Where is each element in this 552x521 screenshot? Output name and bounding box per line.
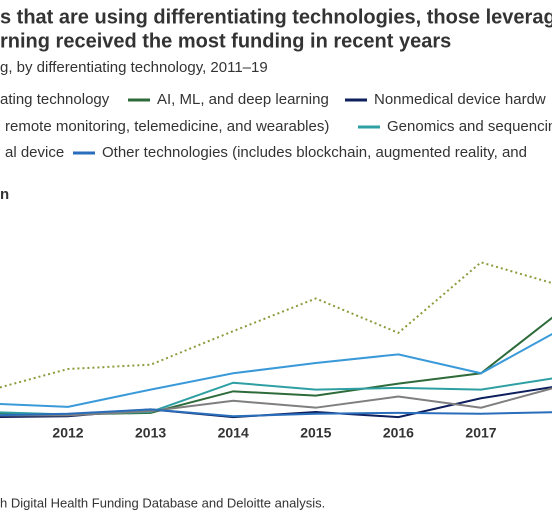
series-line — [0, 332, 552, 408]
x-tick-label: 2017 — [465, 425, 496, 441]
legend-label: Nonmedical device hardw — [374, 91, 546, 108]
legend-label: remote monitoring, telemedicine, and wea… — [5, 118, 329, 135]
series-line — [0, 387, 552, 417]
legend-label: AI, ML, and deep learning — [157, 91, 329, 108]
source-note: h Digital Health Funding Database and De… — [0, 495, 325, 510]
y-axis-label: n — [0, 186, 9, 203]
chart-title: rning received the most funding in recen… — [0, 30, 451, 52]
series-line — [0, 261, 552, 389]
legend-label: Other technologies (includes blockchain,… — [102, 144, 527, 161]
legend-label: Genomics and sequencin — [387, 118, 552, 135]
legend-label: al device — [5, 144, 64, 161]
series-line — [0, 377, 552, 416]
x-tick-label: 2015 — [300, 425, 331, 441]
chart-title: s that are using differentiating technol… — [0, 6, 552, 28]
series-line — [0, 316, 552, 416]
x-tick-label: 2013 — [135, 425, 166, 441]
x-tick-label: 2012 — [52, 425, 83, 441]
x-tick-label: 2014 — [218, 425, 249, 441]
chart-subtitle: g, by differentiating technology, 2011–1… — [0, 59, 268, 76]
series-line — [0, 408, 552, 418]
legend-label: ating technology — [0, 91, 110, 108]
x-tick-label: 2016 — [383, 425, 414, 441]
